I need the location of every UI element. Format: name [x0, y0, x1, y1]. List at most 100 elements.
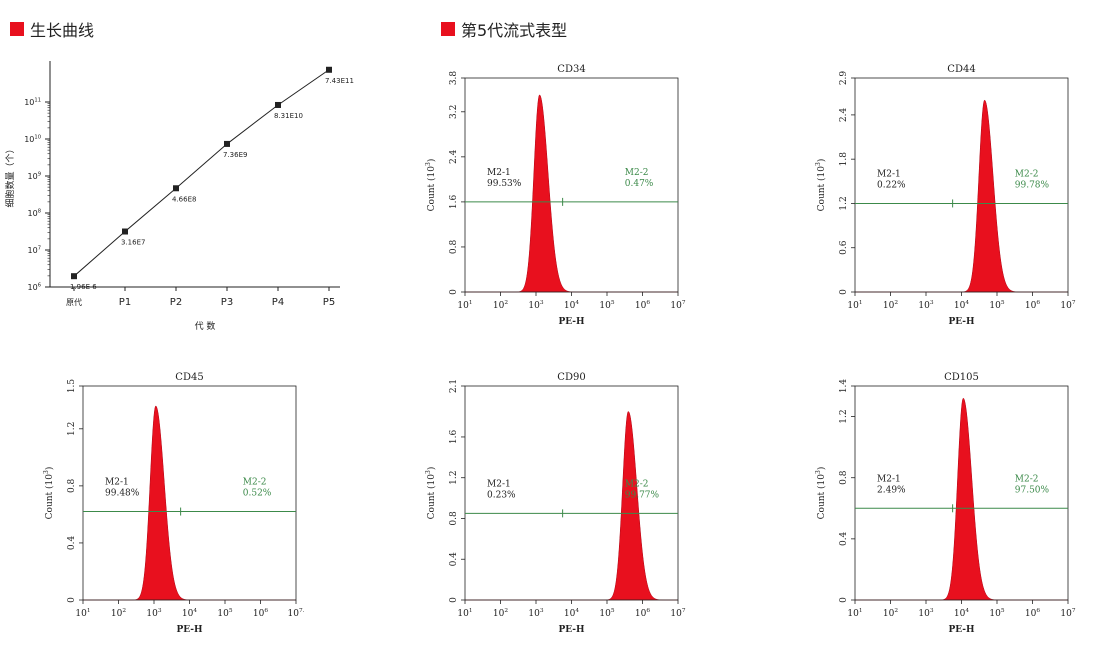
facs-section-title: 第5代流式表型 [441, 18, 567, 40]
y-tick-label: 0.8 [449, 240, 459, 255]
m2-2-label: M2-2 [1015, 169, 1039, 179]
m2-2-value: 99.77% [625, 490, 660, 500]
data-label: 7.43E11 [325, 77, 354, 85]
y-tick-label: 0.8 [67, 478, 77, 493]
m2-1-value: 0.22% [877, 180, 906, 190]
x-tick-label: 104 [564, 300, 579, 311]
y-tick-label: 0.4 [839, 531, 849, 546]
m2-2-label: M2-2 [243, 478, 267, 488]
x-tick-label: 101 [457, 300, 472, 311]
y-tick-label: 1010 [24, 134, 41, 144]
m2-1-value: 99.48% [105, 489, 140, 499]
data-label: 4.66E8 [172, 195, 196, 203]
y-axis-title: Count (103) [815, 467, 827, 520]
y-tick-label: 1011 [24, 97, 41, 107]
y-tick-label: 0 [839, 597, 849, 603]
y-tick-label: 2.1 [449, 379, 459, 393]
y-tick-label: 0.4 [449, 552, 459, 567]
x-tick-label: 106 [1025, 608, 1040, 619]
m2-1-label: M2-1 [877, 169, 901, 179]
y-axis-title: 细胞数量（个） [4, 144, 16, 207]
m2-1-label: M2-1 [105, 478, 129, 488]
y-tick-label: 1.2 [839, 409, 849, 423]
y-tick-label: 0 [449, 597, 459, 603]
y-tick-label: 2.4 [449, 149, 459, 164]
histogram-title: CD34 [557, 64, 585, 75]
cd105-histogram: CD105 M2-12.49% M2-297.50% 0 0.4 0.8 1.2 1.4 101… [815, 372, 1076, 635]
y-tick-label: 2.9 [839, 71, 849, 86]
x-axis-title: PE-H [558, 317, 585, 327]
data-label: 8.31E10 [274, 112, 303, 120]
x-axis-title: PE-H [176, 625, 203, 635]
growth-title-text: 生长曲线 [30, 21, 95, 40]
cd44-histogram: CD44 M2-10.22% M2-299.78% 0 0.6 1.2 1.8 2.4 2.9 1… [815, 64, 1076, 327]
y-axis-title: Count (103) [425, 467, 437, 520]
data-label: 7.36E9 [223, 151, 247, 159]
x-tick-label: P3 [221, 297, 233, 308]
y-axis-title: Count (103) [43, 467, 55, 520]
y-tick-label: 2.4 [839, 107, 849, 122]
y-tick-label: 106 [28, 282, 42, 292]
growth-curve-chart: 106 107 108 109 1010 1011 原代 P1 P2 P3 P4 P5 1.96E 6 3… [4, 61, 354, 332]
data-point [224, 140, 230, 147]
x-tick-label: P5 [323, 297, 335, 308]
x-tick-label: 102 [111, 608, 126, 619]
m2-1-value: 2.49% [877, 485, 906, 495]
m2-2-label: M2-2 [625, 168, 649, 178]
histogram-title: CD44 [947, 64, 975, 75]
x-tick-label: 105 [989, 608, 1004, 619]
x-tick-label: 104 [954, 300, 969, 311]
y-tick-label: 1.6 [449, 194, 459, 209]
growth-section-title: 生长曲线 [10, 18, 94, 40]
data-label: 1.96E 6 [70, 283, 97, 291]
y-tick-label: 1.2 [449, 471, 459, 485]
y-tick-label: 0.8 [839, 470, 849, 485]
m2-2-label: M2-2 [1015, 474, 1039, 484]
y-tick-label: 0.6 [839, 240, 849, 255]
histogram-title: CD90 [557, 372, 585, 383]
m2-1-label: M2-1 [487, 479, 511, 489]
y-tick-label: 0 [67, 597, 77, 603]
red-square-icon [441, 22, 455, 36]
m2-1-label: M2-1 [877, 474, 901, 484]
histogram-peak [465, 94, 678, 293]
histogram-title: CD105 [944, 372, 979, 383]
x-tick-label: 103 [918, 300, 933, 311]
x-axis-title: PE-H [558, 625, 585, 635]
x-tick-label: 105 [217, 608, 232, 619]
x-tick-label: 原代 [66, 297, 82, 307]
m2-1-value: 0.23% [487, 490, 516, 500]
y-tick-label: 1.8 [839, 152, 849, 167]
growth-series-line [73, 69, 330, 277]
x-tick-label: 106 [253, 608, 268, 619]
x-tick-label: 104 [182, 608, 197, 619]
y-tick-label: 1.6 [449, 430, 459, 445]
m2-2-value: 0.47% [625, 179, 654, 189]
x-tick-label: 103 [918, 608, 933, 619]
m2-2-label: M2-2 [625, 479, 649, 489]
x-axis-title: 代 数 [195, 320, 216, 332]
x-tick-label: 107 [1060, 608, 1075, 619]
histogram-title: CD45 [175, 372, 203, 383]
y-tick-label: 0 [449, 289, 459, 295]
histogram-peak [855, 397, 1068, 601]
x-axis-title: PE-H [948, 625, 975, 635]
m2-1-value: 99.53% [487, 179, 522, 189]
data-point [326, 66, 332, 73]
y-tick-label: 108 [28, 208, 42, 218]
data-point [122, 228, 128, 235]
m2-2-value: 97.50% [1015, 485, 1050, 495]
y-tick-label: 3.8 [449, 71, 459, 86]
y-tick-label: 1.5 [67, 379, 77, 394]
histogram-peak [855, 99, 1068, 293]
y-tick-label: 0 [839, 289, 849, 295]
y-tick-label: 109 [28, 171, 42, 181]
x-tick-label: 105 [989, 300, 1004, 311]
y-axis-title: Count (103) [425, 159, 437, 212]
x-tick-label: 106 [1025, 300, 1040, 311]
x-tick-label: P4 [272, 297, 284, 308]
data-point [71, 273, 77, 280]
x-tick-label: 102 [883, 300, 898, 311]
cd90-histogram: CD90 M2-10.23% M2-299.77% 0 0.4 0.8 1.2 1.6 2.1 1… [425, 372, 686, 635]
m2-1-label: M2-1 [487, 168, 511, 178]
